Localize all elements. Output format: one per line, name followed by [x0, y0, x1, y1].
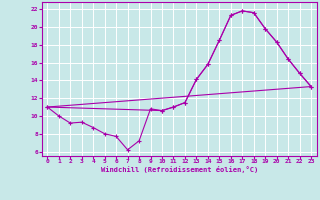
X-axis label: Windchill (Refroidissement éolien,°C): Windchill (Refroidissement éolien,°C) — [100, 166, 258, 173]
